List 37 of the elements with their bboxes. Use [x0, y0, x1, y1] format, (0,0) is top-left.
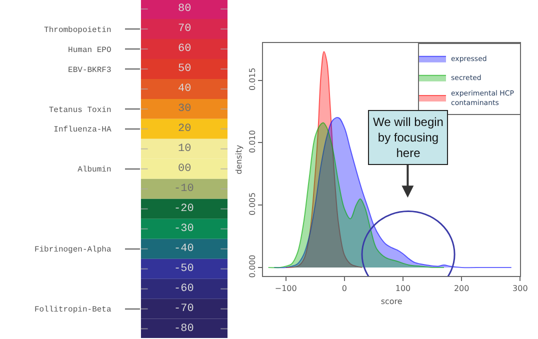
- data-label: 30: [178, 103, 192, 115]
- data-label: 40: [178, 83, 192, 95]
- x-tick-label: 200: [454, 284, 470, 293]
- x-tick-label: 300: [512, 284, 528, 293]
- data-label: 50: [178, 63, 192, 75]
- x-tick-label: −100: [274, 284, 297, 293]
- x-tick-label: 0: [342, 284, 347, 293]
- y-tick-label: 0.005: [248, 192, 257, 216]
- y2-tick-label: Tetanus Toxin: [48, 106, 112, 115]
- y2-tick-label: Fibrinogen-Alpha: [34, 246, 112, 255]
- x-axis-title: score: [380, 296, 402, 306]
- y2-tick-label: EBV-BKRF3: [68, 66, 112, 75]
- data-label: 00: [178, 163, 192, 175]
- data-label: 10: [178, 143, 192, 155]
- data-label: -10: [174, 183, 194, 195]
- data-label: 70: [178, 23, 192, 35]
- data-label: -80: [174, 323, 194, 335]
- y2-tick-label: Albumin: [78, 166, 112, 175]
- data-label: -30: [174, 223, 194, 235]
- y-axis-title: density: [234, 144, 244, 174]
- data-label: 80: [178, 3, 192, 15]
- annotation: We will begin by focusing here: [373, 115, 444, 160]
- data-label: -20: [174, 203, 194, 215]
- y2-tick-label: Thrombopoietin: [44, 26, 112, 35]
- y-tick-label: 0.010: [248, 130, 257, 153]
- data-label: 60: [178, 43, 192, 55]
- y-tick-label: 0.015: [248, 68, 257, 91]
- data-label: -40: [174, 243, 194, 255]
- x-tick-label: 100: [395, 284, 411, 293]
- data-label: 20: [178, 123, 192, 135]
- data-label: -60: [174, 283, 194, 295]
- y-tick-label: 0.000: [248, 254, 257, 278]
- y2-tick-label: Influenza-HA: [54, 126, 112, 135]
- y2-tick-label: Follitropin-Beta: [34, 306, 112, 315]
- y2-tick-label: Human EPO: [68, 46, 112, 55]
- data-label: -70: [174, 303, 194, 315]
- data-label: -50: [174, 263, 194, 275]
